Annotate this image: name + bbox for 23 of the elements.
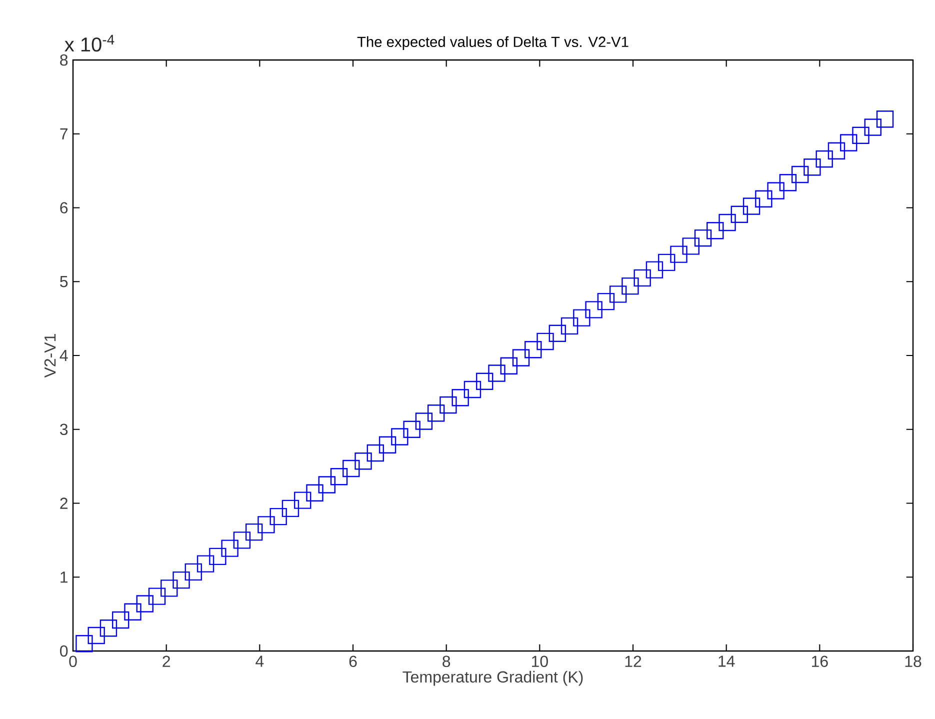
y-tick-label: 2	[60, 498, 68, 509]
x-axis-title: Temperature Gradient (K)	[402, 670, 583, 686]
y-tick-label: 6	[60, 202, 68, 214]
x-tick-label: 18	[905, 656, 922, 668]
x-tick-label: 14	[718, 656, 735, 667]
y-tick-label: 8	[60, 54, 68, 66]
y-axis-title: V2-V1	[44, 334, 56, 378]
chart-title: The expected values of Delta T vs. V2-V1	[357, 36, 628, 50]
x-tick-label: 8	[442, 656, 450, 668]
y-tick-label: 4	[60, 350, 68, 362]
x-tick-label: 12	[625, 656, 642, 667]
y-tick-label: 0	[60, 645, 68, 657]
x-tick-label: 2	[162, 656, 170, 667]
y-tick-label: 3	[60, 424, 68, 436]
x-tick-label: 16	[812, 656, 828, 668]
y-tick-label: 5	[60, 276, 68, 288]
x-tick-label: 4	[256, 656, 264, 667]
y-tick-label: 7	[60, 128, 68, 140]
y-tick-label: 1	[60, 572, 68, 583]
x-tick-label: 6	[349, 656, 357, 668]
x-tick-label: 0	[69, 656, 77, 668]
text: x 10$^{-4}$	[64, 34, 114, 52]
x-tick-label: 10	[532, 656, 548, 668]
